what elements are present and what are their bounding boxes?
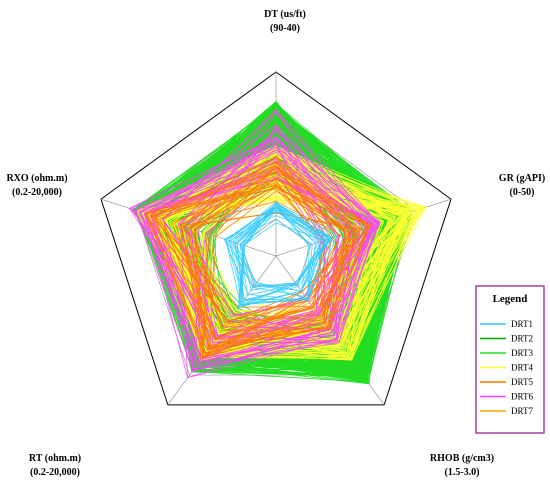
legend-label-drt7: DRT7 [511, 406, 533, 416]
series-line-drt6 [140, 149, 375, 363]
axis-label-gr: GR (gAPI) [499, 173, 545, 184]
legend-entries: DRT1 DRT2 DRT3 DRT4 DRT5 DRT6 DRT7 [480, 319, 533, 416]
grid-ring [100, 71, 452, 406]
series-line-drt5 [144, 170, 372, 351]
series-line-drt6 [149, 124, 346, 344]
legend-label-drt5: DRT5 [511, 377, 533, 387]
series-line-drt5 [153, 156, 332, 324]
legend-label-drt3: DRT3 [511, 348, 533, 358]
axis-label-rt: RT (ohm.m) [29, 453, 81, 464]
series-line-drt5 [190, 173, 330, 327]
axis-label-dt: DT (us/ft) [264, 9, 306, 20]
series-lines [128, 100, 427, 385]
series-line-drt1 [241, 202, 310, 304]
series-line-drt1 [235, 206, 310, 306]
axis-range-rxo: (0.2-20,000) [12, 187, 62, 198]
series-line-drt5 [179, 171, 346, 349]
legend-label-drt4: DRT4 [511, 363, 533, 373]
axis-range-rhob: (1.5-3.0) [445, 467, 480, 478]
series-line-drt1 [239, 205, 334, 306]
series-line-drt1 [229, 207, 317, 300]
axis-label-rxo: RXO (ohm.m) [6, 173, 67, 184]
legend-label-drt6: DRT6 [511, 392, 533, 402]
axis-label-rhob: RHOB (g/cm3) [430, 453, 494, 464]
series-line-drt5 [154, 165, 334, 323]
series-line-drt6 [140, 171, 347, 365]
series-line-drt1 [239, 207, 325, 296]
axis-range-gr: (0-50) [510, 187, 535, 198]
series-line-drt5 [182, 212, 361, 329]
axis-range-rt: (0.2-20,000) [30, 467, 80, 478]
series-line-drt5 [180, 177, 358, 347]
legend: Legend DRT1 DRT2 DRT3 DRT4 DRT5 DRT6 DRT7 [475, 285, 545, 434]
series-line-drt1 [240, 206, 330, 292]
legend-label-drt1: DRT1 [511, 319, 533, 329]
series-line-drt6 [192, 127, 380, 372]
series-line-drt1 [225, 215, 333, 306]
series-line-drt1 [227, 201, 326, 298]
series-line-drt1 [238, 222, 325, 309]
axis-range-dt: (90-40) [270, 23, 300, 34]
series-line-drt6 [145, 171, 322, 346]
legend-title: Legend [493, 293, 528, 305]
series-line-drt5 [174, 170, 368, 341]
series-line-drt1 [233, 206, 323, 292]
series-line-drt5 [183, 200, 342, 322]
series-line-drt6 [180, 108, 379, 379]
legend-label-drt2: DRT2 [511, 334, 533, 344]
legend-box [475, 285, 545, 434]
